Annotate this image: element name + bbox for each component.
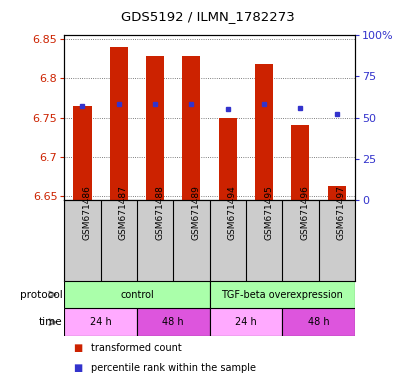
Text: GDS5192 / ILMN_1782273: GDS5192 / ILMN_1782273: [121, 10, 294, 23]
Bar: [64, 308, 137, 336]
Text: protocol: protocol: [20, 290, 62, 300]
Text: GSM671486: GSM671486: [83, 185, 91, 240]
Text: 48 h: 48 h: [308, 317, 330, 327]
Bar: [110, 47, 128, 200]
Bar: [210, 281, 355, 308]
Bar: [137, 308, 210, 336]
Text: 24 h: 24 h: [90, 317, 112, 327]
Text: GSM671488: GSM671488: [155, 185, 164, 240]
Text: time: time: [39, 317, 62, 327]
Text: GSM671487: GSM671487: [119, 185, 128, 240]
Text: TGF-beta overexpression: TGF-beta overexpression: [221, 290, 343, 300]
Text: ■: ■: [73, 343, 82, 353]
Bar: [210, 308, 282, 336]
Bar: [219, 118, 237, 200]
Bar: [182, 56, 200, 200]
Bar: [291, 125, 310, 200]
Text: GSM671497: GSM671497: [337, 185, 346, 240]
Text: 48 h: 48 h: [162, 317, 184, 327]
Bar: [282, 308, 355, 336]
Bar: [327, 186, 346, 200]
Text: GSM671489: GSM671489: [191, 185, 200, 240]
Text: control: control: [120, 290, 154, 300]
Bar: [146, 56, 164, 200]
Bar: [255, 64, 273, 200]
Text: 24 h: 24 h: [235, 317, 257, 327]
Text: ■: ■: [73, 363, 82, 373]
Bar: [73, 106, 92, 200]
Bar: [64, 281, 210, 308]
Text: GSM671495: GSM671495: [264, 185, 273, 240]
Text: GSM671496: GSM671496: [300, 185, 309, 240]
Text: transformed count: transformed count: [91, 343, 182, 353]
Text: GSM671494: GSM671494: [228, 185, 237, 240]
Text: percentile rank within the sample: percentile rank within the sample: [91, 363, 256, 373]
